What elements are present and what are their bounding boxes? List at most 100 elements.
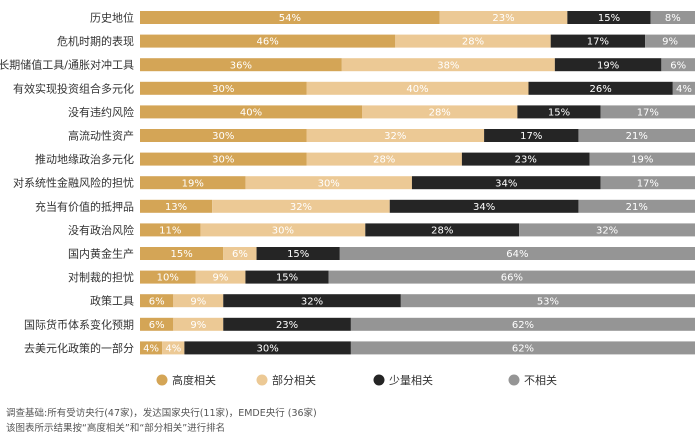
- data-label: 38%: [437, 60, 459, 71]
- data-label: 36%: [230, 60, 252, 71]
- bar-segment: [140, 58, 342, 72]
- bar-segment: [173, 294, 224, 308]
- data-label: 30%: [318, 178, 340, 189]
- bar-segment: [389, 199, 579, 213]
- data-label: 9%: [213, 273, 229, 284]
- data-label: 9%: [190, 320, 206, 331]
- data-label: 15%: [548, 108, 570, 119]
- data-label: 15%: [287, 249, 309, 260]
- bar-segment: [140, 152, 307, 166]
- bar-segment: [140, 34, 396, 48]
- data-label: 19%: [182, 178, 204, 189]
- bar-segment: [554, 58, 662, 72]
- bars: 54% 23% 15% 8% 46% 28% 17% 9% 36% 38% 19% 6% 30% 40% 2…: [140, 11, 695, 355]
- bar-segment: [140, 199, 213, 213]
- data-label: 4%: [143, 344, 159, 355]
- bar-segment: [328, 270, 695, 284]
- data-label: 54%: [279, 13, 301, 24]
- data-label: 9%: [190, 296, 206, 307]
- bar-segment: [341, 58, 555, 72]
- bar-segment: [140, 105, 362, 119]
- bar-segment: [140, 341, 163, 355]
- data-label: 9%: [662, 37, 678, 48]
- bar-segment: [365, 223, 520, 237]
- bar-segment: [461, 152, 590, 166]
- data-label: 64%: [506, 249, 528, 260]
- bar-segment: [350, 317, 695, 331]
- bar-segment: [650, 11, 695, 24]
- category-label: 对系统性金融风险的担忧: [13, 176, 134, 190]
- category-label: 国际货币体系变化预期: [24, 317, 134, 331]
- data-label: 6%: [232, 249, 248, 260]
- data-label: 40%: [406, 84, 428, 95]
- bar-segment: [140, 81, 307, 95]
- bar-segment: [256, 247, 340, 260]
- data-label: 34%: [473, 202, 495, 213]
- bar-segment: [578, 129, 695, 142]
- category-label: 历史地位: [90, 11, 134, 25]
- bar-segment: [195, 270, 246, 284]
- bar-segment: [223, 247, 257, 260]
- bar-segment: [578, 199, 695, 213]
- data-label: 11%: [159, 226, 181, 237]
- category-label: 高流动性资产: [68, 129, 134, 143]
- bar-segment: [339, 247, 695, 260]
- bar-segment: [306, 152, 462, 166]
- bar-segment: [550, 34, 646, 48]
- data-label: 4%: [676, 84, 692, 95]
- category-label: 长期储值工具/通胀对冲工具: [0, 58, 134, 72]
- data-label: 8%: [665, 13, 681, 24]
- bar-segment: [645, 34, 695, 48]
- legend-marker: [508, 374, 520, 386]
- data-label: 17%: [637, 178, 659, 189]
- data-label: 21%: [626, 202, 648, 213]
- bar-segment: [223, 294, 401, 308]
- category-label: 危机时期的表现: [57, 34, 134, 48]
- category-label: 政策工具: [90, 294, 134, 308]
- data-label: 28%: [373, 155, 395, 166]
- bar-segment: [600, 176, 695, 190]
- bar-segment: [600, 105, 695, 119]
- data-label: 4%: [165, 344, 181, 355]
- data-label: 30%: [212, 131, 234, 142]
- category-label: 没有政治风险: [68, 223, 134, 237]
- bar-segment: [140, 129, 307, 142]
- category-label: 充当有价值的抵押品: [35, 199, 134, 213]
- data-label: 32%: [290, 202, 312, 213]
- bar-segment: [245, 270, 329, 284]
- category-label: 没有违约风险: [68, 105, 134, 119]
- data-label: 17%: [637, 108, 659, 119]
- category-label: 国内黄金生产: [68, 247, 134, 261]
- data-label: 23%: [276, 320, 298, 331]
- bar-segment: [245, 176, 412, 190]
- data-label: 66%: [501, 273, 523, 284]
- data-label: 32%: [596, 226, 618, 237]
- data-label: 32%: [301, 296, 323, 307]
- data-label: 53%: [537, 296, 559, 307]
- category-label: 去美元化政策的一部分: [24, 341, 134, 355]
- bar-segment: [528, 81, 673, 95]
- bar-segment: [672, 81, 695, 95]
- legend-marker: [373, 374, 385, 386]
- bar-segment: [140, 247, 224, 260]
- legend-label: 高度相关: [172, 373, 216, 387]
- data-label: 23%: [492, 13, 514, 24]
- data-label: 10%: [157, 273, 179, 284]
- data-label: 30%: [272, 226, 294, 237]
- category-label: 对制裁的担忧: [68, 270, 134, 284]
- legend-label: 少量相关: [389, 373, 433, 387]
- bar-segment: [439, 11, 568, 24]
- data-label: 28%: [429, 108, 451, 119]
- data-label: 19%: [631, 155, 653, 166]
- bar-segment: [589, 152, 695, 166]
- bar-segment: [140, 176, 246, 190]
- data-label: 40%: [240, 108, 262, 119]
- data-label: 6%: [149, 320, 165, 331]
- bar-segment: [517, 105, 601, 119]
- bar-segment: [140, 223, 201, 237]
- data-label: 62%: [512, 320, 534, 331]
- legend-label: 部分相关: [272, 373, 316, 387]
- data-label: 26%: [590, 84, 612, 95]
- footnote-ranking-note: 该图表所示结果按“高度相关”和“部分相关”进行排名: [6, 423, 226, 434]
